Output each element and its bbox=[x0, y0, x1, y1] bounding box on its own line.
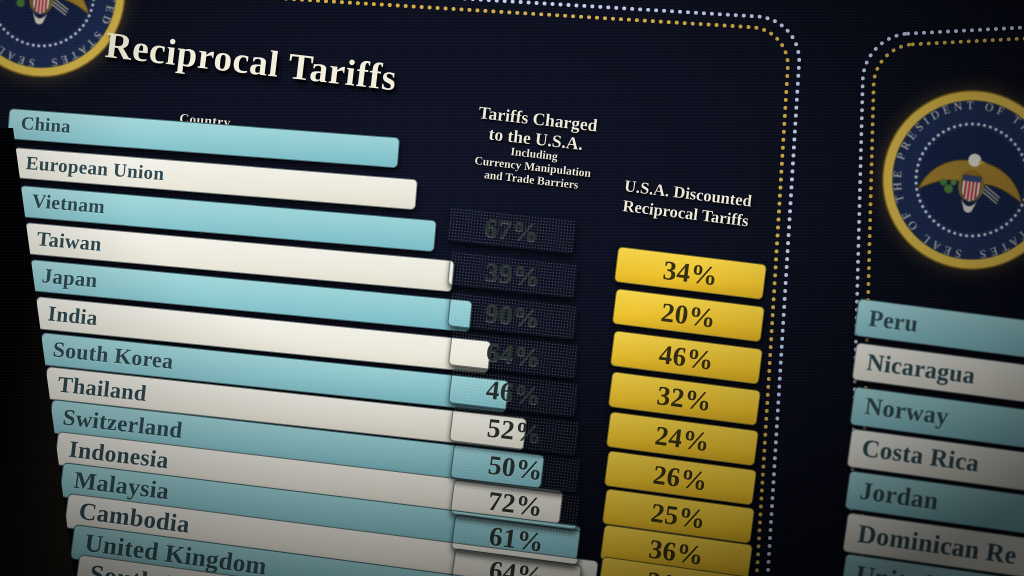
country-row-label: India bbox=[46, 301, 99, 331]
country-row-label: Vietnam bbox=[30, 190, 106, 219]
right-country-row-label: Peru bbox=[867, 305, 920, 338]
presidential-seal-icon: SEAL OF THE PRESIDENT OF THE UNITED STAT… bbox=[882, 90, 1024, 270]
right-country-row-label: Norway bbox=[862, 393, 951, 432]
country-row-label: Japan bbox=[41, 264, 99, 293]
country-row-label: China bbox=[20, 114, 72, 138]
country-row-label: Taiwan bbox=[35, 227, 103, 256]
right-country-row-label: Jordan bbox=[858, 477, 941, 516]
